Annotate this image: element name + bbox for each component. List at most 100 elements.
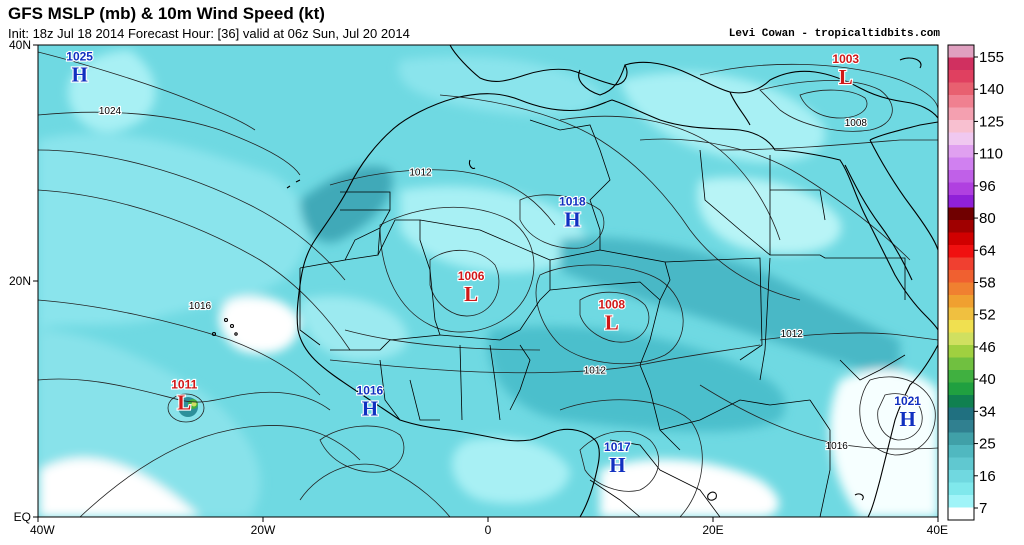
colorbar-swatch — [948, 482, 974, 496]
arabia-coast — [869, 139, 938, 251]
colorbar-swatch — [948, 332, 974, 346]
pressure-value: 1018 — [559, 195, 586, 209]
colorbar-swatch — [948, 445, 974, 458]
isobar-line — [519, 194, 605, 249]
pressure-value: 1011 — [171, 378, 197, 392]
isobar-label: 1012 — [409, 167, 432, 178]
colorbar-tick-label: 52 — [979, 307, 996, 324]
isobar-line — [699, 63, 938, 111]
colorbar-swatch — [948, 120, 974, 133]
colorbar-tick-label: 140 — [979, 81, 1004, 98]
isobar-label: 1008 — [845, 118, 868, 129]
isobar-label: 1016 — [826, 441, 849, 452]
colorbar-tick-label: 58 — [979, 275, 996, 292]
isobar-line — [38, 51, 256, 131]
colorbar-swatch — [948, 295, 974, 308]
isobar-line — [38, 299, 321, 396]
isobar-line — [319, 425, 405, 473]
colorbar-swatch — [948, 395, 974, 408]
political-borders — [299, 119, 906, 517]
colorbar-swatch — [948, 345, 974, 358]
colorbar-swatch — [948, 282, 974, 296]
isobar-line — [759, 80, 893, 132]
pressure-value: 1016 — [357, 383, 384, 397]
isobar-line — [38, 111, 301, 176]
colorbar-swatch — [948, 195, 974, 208]
colorbar-swatch — [948, 132, 974, 146]
colorbar-swatch — [948, 320, 974, 333]
colorbar-swatch — [948, 82, 974, 96]
isobar-line — [535, 264, 684, 365]
isobar-line — [699, 384, 938, 450]
colorbar-tick-label: 110 — [979, 146, 1003, 163]
pressure-value: 1017 — [604, 440, 631, 454]
y-tick-label: 20N — [9, 274, 31, 288]
isobar-line — [859, 376, 936, 456]
colorbar-swatch — [948, 107, 974, 121]
colorbar-swatch — [948, 257, 974, 271]
colorbar-swatch — [948, 245, 974, 258]
colorbar-swatch — [948, 45, 974, 58]
colorbar-swatch — [948, 307, 974, 321]
isobar-label: 1024 — [99, 106, 122, 117]
isobar-line — [379, 206, 535, 333]
colorbar-tick-label: 34 — [979, 403, 996, 420]
forecast-init-line: Init: 18z Jul 18 2014 Forecast Hour: [36… — [8, 26, 410, 41]
colorbar-swatch — [948, 57, 974, 71]
isobar-line — [719, 139, 938, 151]
colorbar-tick-label: 96 — [979, 178, 996, 195]
isobar-label: 1012 — [584, 366, 607, 377]
isobar-line — [439, 94, 801, 301]
colorbar-swatch — [948, 157, 974, 171]
isobar-label: 1012 — [781, 329, 804, 340]
colorbar-swatch — [948, 407, 974, 421]
colorbar-swatch — [948, 220, 974, 233]
x-tick-label: 40E — [927, 523, 948, 537]
wind-speed-shading — [38, 45, 938, 517]
isobar-labels: 1024 1012 1016 1012 1012 1008 1016 — [98, 105, 869, 453]
high-symbol: H — [71, 63, 87, 87]
pressure-value: 1025 — [66, 50, 93, 64]
isobar-line — [639, 138, 911, 261]
x-tick-label: 0 — [485, 523, 492, 537]
colorbar-swatch — [948, 370, 974, 383]
isobar-line — [329, 169, 556, 226]
figure-title: GFS MSLP (mb) & 10m Wind Speed (kt) — [8, 4, 325, 23]
isobar-line — [559, 115, 781, 241]
isobar-line — [329, 344, 761, 374]
x-tick-label: 20E — [702, 523, 723, 537]
pressure-value: 1008 — [598, 297, 625, 311]
high-symbol: H — [564, 208, 580, 232]
isobar-line — [38, 149, 346, 281]
x-tick-label: 40W — [30, 523, 55, 537]
isobar-line — [167, 393, 205, 423]
isobar-line — [559, 399, 703, 517]
africa-coastline — [296, 93, 938, 517]
colorbar-tick-label: 40 — [979, 371, 996, 388]
y-tick-label: EQ — [14, 510, 31, 524]
isobar-line — [877, 393, 923, 441]
colorbar-tick-label: 125 — [979, 113, 1004, 130]
colorbar-swatch — [948, 357, 974, 371]
isobar-line — [38, 378, 331, 411]
colorbar-swatch — [948, 232, 974, 246]
high-symbol: H — [899, 407, 915, 431]
high-symbol: H — [609, 453, 625, 477]
colorbar-swatch — [948, 145, 974, 158]
isobar-line — [579, 291, 650, 343]
x-tick-label: 20W — [251, 523, 276, 537]
low-symbol: L — [177, 391, 191, 415]
isobar-line — [79, 425, 361, 517]
colorbar-tick-label: 155 — [979, 49, 1004, 66]
isobar-line — [759, 332, 938, 341]
colorbar-swatch — [948, 382, 974, 396]
colorbar-tick-label: 64 — [979, 242, 996, 259]
